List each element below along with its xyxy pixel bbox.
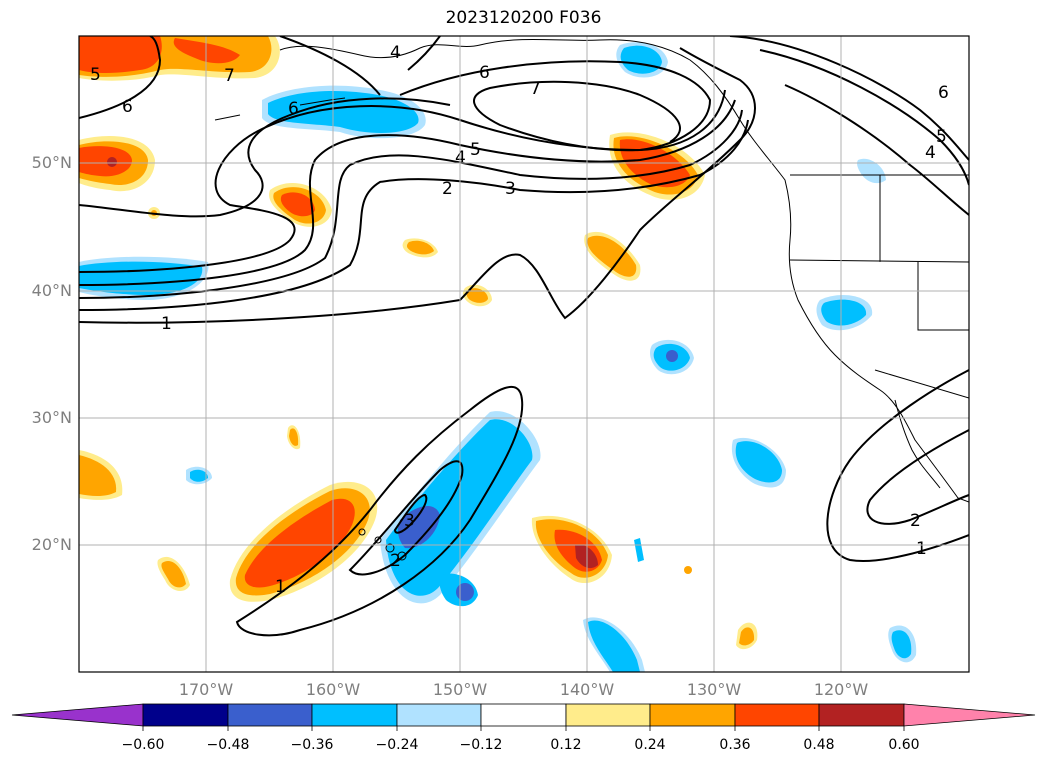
plot-frame xyxy=(78,35,970,673)
colorbar-segment xyxy=(903,703,1036,727)
contour-label: 1 xyxy=(275,577,286,597)
colorbar-segment xyxy=(818,703,905,727)
contour-label: 2 xyxy=(442,179,453,199)
contour-label: 4 xyxy=(925,143,936,163)
contour-lines xyxy=(79,36,969,637)
lat-label: 20°N xyxy=(31,535,72,554)
contour-label: 1 xyxy=(916,539,927,559)
contour-label: 7 xyxy=(224,66,235,86)
map-title: 2023120200 F036 xyxy=(445,8,602,28)
lon-label: 140°W xyxy=(559,680,615,699)
contour-label: 3 xyxy=(404,511,415,531)
lon-label: 160°W xyxy=(305,680,361,699)
colorbar-tick-label: 0.60 xyxy=(888,737,920,753)
coastline xyxy=(214,38,969,561)
contour-label: 4 xyxy=(390,43,401,63)
contour-label: 5 xyxy=(90,65,101,85)
contour-label: 5 xyxy=(470,140,481,160)
colorbar-tick-label: −0.36 xyxy=(290,737,334,753)
contour-label: 6 xyxy=(122,97,133,117)
colorbar-segment xyxy=(311,703,398,727)
gridlines xyxy=(79,36,969,672)
colorbar xyxy=(11,703,1036,731)
colorbar-tick-label: −0.12 xyxy=(459,737,503,753)
colorbar-tick-label: 0.12 xyxy=(550,737,582,753)
colorbar-segment xyxy=(734,703,820,727)
colorbar-tick-label: −0.60 xyxy=(121,737,165,753)
contour-label: 3 xyxy=(505,179,516,199)
contour-label: 6 xyxy=(288,99,299,119)
colorbar-tick-label: 0.36 xyxy=(719,737,751,753)
colorbar-tick-label: 0.48 xyxy=(803,737,835,753)
lon-label: 130°W xyxy=(686,680,742,699)
colorbar-segment xyxy=(11,703,144,727)
lat-label: 30°N xyxy=(31,408,72,427)
colorbar-segment xyxy=(565,703,651,727)
contour-label: 6 xyxy=(938,83,949,103)
lon-label: 170°W xyxy=(178,680,234,699)
colorbar-segment xyxy=(396,703,482,727)
colorbar-segment xyxy=(480,703,567,727)
lon-label: 120°W xyxy=(813,680,869,699)
contour-label: 7 xyxy=(530,79,541,99)
colorbar-tick-label: −0.24 xyxy=(375,737,419,753)
contour-label: 2 xyxy=(390,551,401,571)
shaded-field xyxy=(79,36,917,672)
colorbar-tick-label: −0.48 xyxy=(206,737,250,753)
colorbar-segment xyxy=(142,703,229,727)
colorbar-segment xyxy=(649,703,736,727)
contour-label: 5 xyxy=(936,127,947,147)
colorbar-tick-label: 0.24 xyxy=(634,737,666,753)
contour-label: 6 xyxy=(479,63,490,83)
contour-label-group: 1 1 1 2 2 2 3 3 4 4 4 5 5 5 6 6 6 6 7 7 xyxy=(90,43,949,597)
lon-label: 150°W xyxy=(432,680,488,699)
contour-label: 1 xyxy=(161,314,172,334)
lat-label: 40°N xyxy=(31,281,72,300)
lat-label: 50°N xyxy=(31,153,72,172)
colorbar-segment xyxy=(227,703,313,727)
contour-label: 2 xyxy=(910,511,921,531)
